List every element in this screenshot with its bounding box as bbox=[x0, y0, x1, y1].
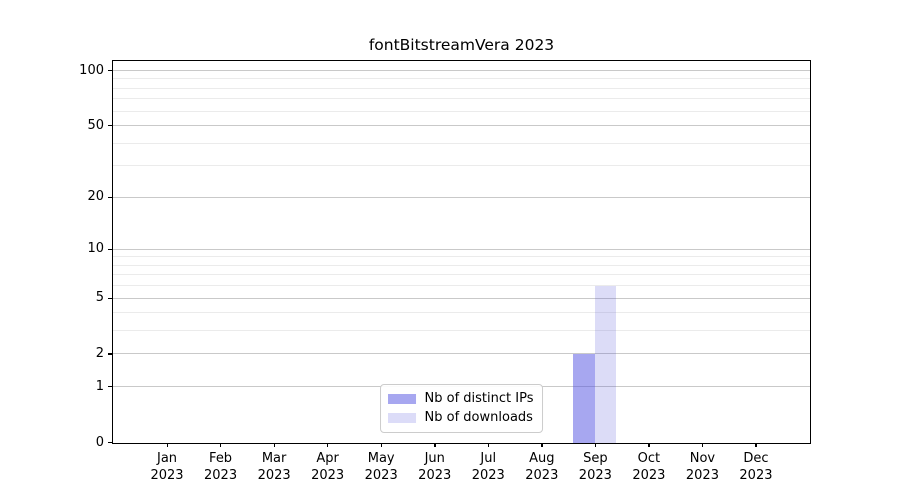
x-tick-mark bbox=[380, 442, 382, 447]
x-tick-year: 2023 bbox=[204, 467, 238, 483]
legend-label-distinct-ips: Nb of distinct IPs bbox=[424, 391, 534, 406]
x-tick-month: Jan bbox=[157, 450, 178, 466]
y-tick-label: 20 bbox=[87, 189, 104, 205]
x-tick-year: 2023 bbox=[739, 467, 773, 483]
x-tick-label-jun: Jun 2023 bbox=[405, 450, 465, 484]
x-tick-month: Jul bbox=[480, 450, 497, 466]
x-tick-label-jan: Jan 2023 bbox=[137, 450, 197, 484]
gridline-minor bbox=[113, 78, 810, 80]
x-tick-month: May bbox=[367, 450, 395, 466]
y-tick-label: 2 bbox=[95, 345, 104, 361]
gridline-major bbox=[113, 196, 810, 198]
gridline-minor bbox=[113, 87, 810, 89]
x-tick-year: 2023 bbox=[578, 467, 612, 483]
gridline-minor bbox=[113, 330, 810, 332]
gridline-minor bbox=[113, 165, 810, 167]
x-tick-mark bbox=[327, 442, 329, 447]
gridline-major bbox=[113, 125, 810, 127]
gridline-minor bbox=[113, 98, 810, 100]
x-tick-year: 2023 bbox=[632, 467, 666, 483]
x-tick-mark bbox=[648, 442, 650, 447]
x-tick-month: Apr bbox=[316, 450, 339, 466]
gridline-minor bbox=[113, 264, 810, 266]
x-tick-mark bbox=[166, 442, 168, 447]
x-tick-month: Aug bbox=[529, 450, 555, 466]
plot-area: Nb of distinct IPs Nb of downloads bbox=[112, 60, 811, 444]
legend: Nb of distinct IPs Nb of downloads bbox=[379, 384, 544, 433]
x-tick-mark bbox=[220, 442, 222, 447]
y-tick-label: 0 bbox=[95, 434, 104, 450]
gridline-minor bbox=[113, 274, 810, 276]
y-tick-mark bbox=[107, 297, 113, 299]
x-tick-month: Nov bbox=[689, 450, 716, 466]
x-tick-label-may: May 2023 bbox=[351, 450, 411, 484]
legend-item-downloads: Nb of downloads bbox=[387, 410, 534, 426]
gridline-major bbox=[113, 248, 810, 250]
x-tick-year: 2023 bbox=[525, 467, 559, 483]
x-tick-month: Dec bbox=[743, 450, 769, 466]
y-tick-label: 100 bbox=[79, 62, 104, 78]
x-tick-mark bbox=[541, 442, 543, 447]
x-tick-year: 2023 bbox=[685, 467, 719, 483]
gridline-major bbox=[113, 353, 810, 355]
x-tick-year: 2023 bbox=[150, 467, 184, 483]
legend-label-downloads: Nb of downloads bbox=[424, 410, 533, 425]
y-tick-mark bbox=[107, 248, 113, 251]
x-tick-mark bbox=[755, 442, 757, 447]
gridline-major bbox=[113, 297, 810, 299]
x-tick-label-nov: Nov 2023 bbox=[672, 450, 732, 484]
y-tick-mark bbox=[107, 386, 113, 388]
y-tick-mark bbox=[107, 70, 113, 72]
y-tick-label: 50 bbox=[87, 117, 104, 133]
x-tick-label-dec: Dec 2023 bbox=[726, 450, 786, 484]
x-tick-label-mar: Mar 2023 bbox=[244, 450, 304, 484]
x-tick-mark bbox=[487, 442, 490, 447]
x-tick-year: 2023 bbox=[257, 467, 291, 483]
gridline-minor bbox=[113, 142, 810, 144]
y-tick-label: 5 bbox=[95, 290, 104, 306]
gridline-minor bbox=[113, 312, 810, 314]
x-tick-label-aug: Aug 2023 bbox=[512, 450, 572, 484]
x-tick-year: 2023 bbox=[364, 467, 398, 483]
x-tick-year: 2023 bbox=[311, 467, 345, 483]
x-tick-label-oct: Oct 2023 bbox=[619, 450, 679, 484]
y-tick-label: 10 bbox=[87, 241, 104, 257]
bar-nb-of-distinct-ips-sep bbox=[573, 354, 595, 443]
x-tick-mark bbox=[594, 442, 597, 447]
x-tick-mark bbox=[701, 442, 704, 447]
y-tick-mark bbox=[107, 196, 113, 198]
legend-swatch-distinct-ips bbox=[387, 394, 416, 404]
legend-swatch-downloads bbox=[387, 413, 416, 423]
gridline-minor bbox=[113, 285, 810, 287]
gridline-major bbox=[113, 70, 810, 72]
x-tick-mark bbox=[434, 442, 436, 447]
gridline-minor bbox=[113, 256, 810, 258]
x-tick-month: Jun bbox=[424, 450, 445, 466]
x-tick-year: 2023 bbox=[471, 467, 505, 483]
x-tick-month: Mar bbox=[261, 450, 287, 466]
y-tick-mark bbox=[107, 125, 113, 127]
x-tick-label-sep: Sep 2023 bbox=[565, 450, 625, 484]
bar-nb-of-downloads-sep bbox=[594, 286, 617, 443]
y-tick-mark bbox=[107, 442, 113, 444]
x-tick-label-feb: Feb 2023 bbox=[191, 450, 251, 484]
chart-title: fontBitstreamVera 2023 bbox=[368, 36, 555, 54]
x-tick-label-jul: Jul 2023 bbox=[458, 450, 518, 484]
y-tick-label: 1 bbox=[95, 378, 104, 394]
x-tick-month: Feb bbox=[209, 450, 233, 466]
gridline-minor bbox=[113, 110, 810, 112]
legend-item-distinct-ips: Nb of distinct IPs bbox=[387, 391, 534, 407]
x-tick-mark bbox=[273, 442, 275, 447]
y-tick-mark bbox=[107, 353, 113, 355]
x-tick-month: Oct bbox=[637, 450, 661, 466]
x-tick-month: Sep bbox=[583, 450, 608, 466]
x-tick-label-apr: Apr 2023 bbox=[298, 450, 358, 484]
x-tick-year: 2023 bbox=[418, 467, 452, 483]
